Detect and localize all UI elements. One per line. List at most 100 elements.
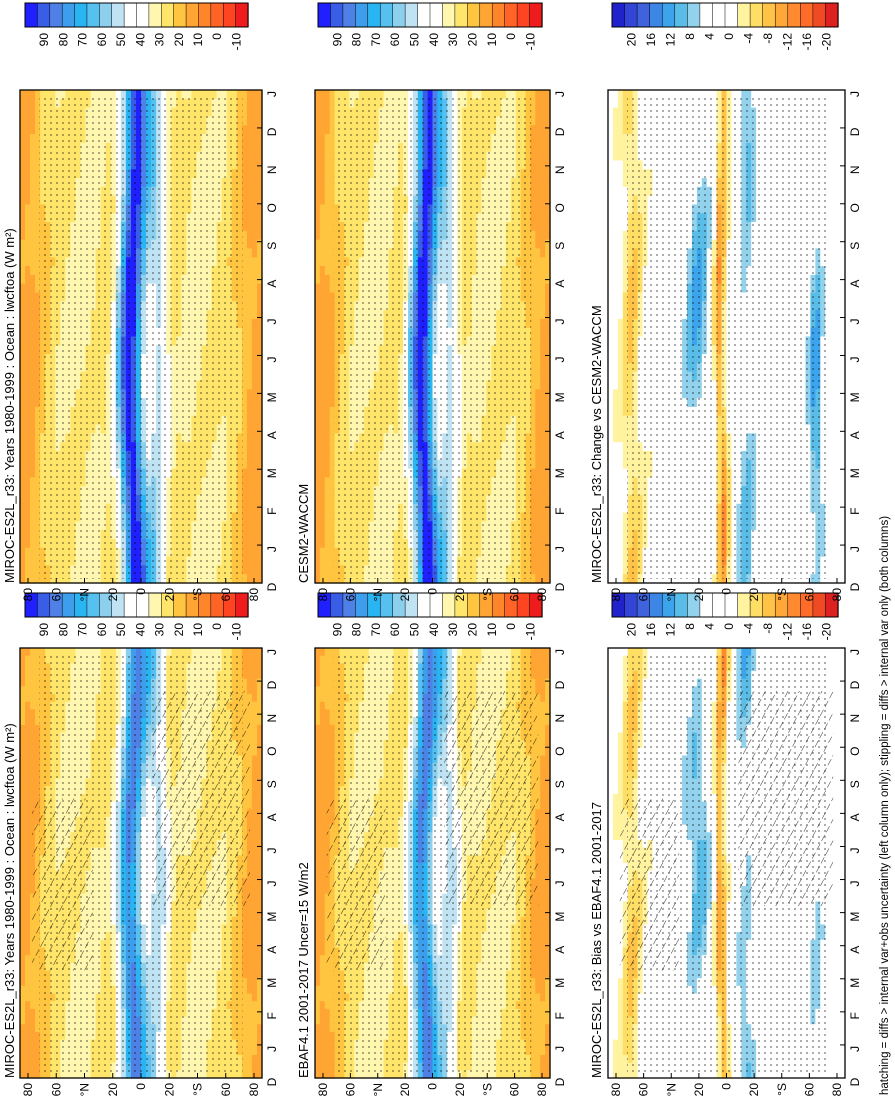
heatmap-cell (251, 686, 258, 695)
heatmap-cell (35, 1008, 41, 1018)
heatmap-cell (30, 1070, 36, 1079)
heatmap-cell (20, 1062, 26, 1071)
heatmap-cell (251, 694, 258, 703)
heatmap-cell (30, 547, 36, 558)
heatmap-cell (251, 993, 258, 1002)
heatmap-cell (251, 916, 258, 926)
heatmap-cell (251, 770, 258, 780)
heatmap-cell (20, 901, 26, 910)
heatmap-cell (251, 855, 258, 864)
heatmap-cell (251, 763, 258, 772)
heatmap-cell (25, 125, 31, 135)
heatmap-cell (20, 1016, 26, 1025)
heatmap-cell (20, 793, 26, 803)
heatmap-cell (256, 962, 263, 972)
heatmap-cell (35, 978, 41, 987)
heatmap-cell (20, 142, 26, 153)
heatmap-cell (25, 204, 31, 214)
heatmap-cell (251, 832, 258, 841)
heatmap-cell (256, 893, 263, 902)
heatmap-cell (20, 671, 26, 680)
heatmap-cell (30, 125, 36, 135)
heatmap-cell (256, 732, 263, 741)
heatmap-cell (30, 1008, 36, 1018)
heatmap-cell (30, 169, 36, 179)
heatmap-cell (75, 1070, 82, 1079)
heatmap-cell (241, 1047, 248, 1056)
colorbar-label: 10 (191, 623, 205, 637)
colorbar-label: 60 (95, 623, 109, 637)
heatmap-cell (25, 512, 31, 522)
heatmap-cell (30, 671, 36, 680)
heatmap-cell (256, 663, 263, 672)
heatmap-cell (251, 740, 258, 749)
heatmap-cell (246, 1039, 253, 1048)
heatmap-cell (20, 415, 26, 426)
heatmap-cell (216, 1070, 223, 1079)
heatmap-cell (30, 213, 36, 223)
heatmap-cell (30, 274, 36, 285)
heatmap-cell (25, 565, 31, 575)
heatmap-cell (251, 970, 258, 979)
heatmap-cell (251, 1047, 258, 1056)
heatmap-cell (25, 151, 31, 162)
y-tick-label: 80 (21, 1083, 35, 1097)
heatmap-cell (20, 970, 26, 979)
heatmap-cell (25, 389, 31, 399)
heatmap-cell (241, 985, 248, 995)
heatmap-cell (246, 985, 253, 995)
heatmap-cell (251, 947, 258, 956)
heatmap-cell (256, 686, 263, 695)
heatmap-cell (30, 477, 36, 487)
heatmap-cell (100, 1070, 107, 1079)
heatmap-cell (256, 1001, 263, 1010)
heatmap-cell (30, 993, 36, 1002)
heatmap-cell (20, 230, 26, 241)
heatmap-cell (30, 538, 36, 549)
heatmap-cell (60, 1070, 66, 1079)
heatmap-cell (256, 655, 263, 664)
heatmap-cell (251, 747, 258, 757)
heatmap-cell (20, 801, 26, 810)
heatmap-cell (30, 398, 36, 408)
x-tick-label: S (265, 780, 279, 788)
heatmap-cell (35, 717, 41, 726)
heatmap-cell (30, 717, 36, 726)
heatmap-cell (20, 1070, 26, 1079)
heatmap-cell (20, 863, 26, 872)
heatmap-cell (25, 486, 31, 496)
heatmap-cell (20, 909, 26, 918)
heatmap-cell (35, 732, 41, 741)
heatmap-cell (251, 671, 258, 680)
heatmap-cell (25, 336, 31, 346)
heatmap-cell (20, 962, 26, 972)
heatmap-cell (20, 648, 26, 657)
heatmap-cell (20, 985, 26, 995)
heatmap-cell (30, 574, 36, 584)
colorbar-label: 40 (133, 623, 147, 637)
heatmap-cell (25, 1008, 31, 1018)
heatmap-cell (256, 778, 263, 787)
heatmap-cell (30, 459, 36, 470)
heatmap-cell (20, 310, 26, 320)
heatmap-cell (241, 924, 248, 933)
heatmap-cell (20, 955, 26, 964)
heatmap-cell (30, 648, 36, 657)
heatmap-cell (120, 1070, 127, 1079)
panel-top-left: MIROC-ES2L_r33: Years 1980-1999 : Ocean … (2, 592, 279, 1097)
heatmap-cell (25, 213, 31, 223)
heatmap-cell (20, 993, 26, 1002)
heatmap-cell (30, 318, 36, 329)
heatmap-cell (25, 283, 31, 294)
heatmap-cell (30, 1054, 36, 1064)
heatmap-cell (20, 547, 26, 558)
heatmap-cell (25, 870, 31, 879)
heatmap-cell (25, 301, 31, 311)
colorbar-label: 50 (114, 623, 128, 637)
heatmap-cell (35, 724, 41, 734)
heatmap-cell (186, 1070, 193, 1079)
heatmap-cell (25, 406, 31, 417)
heatmap-cell (20, 870, 26, 879)
heatmap-cell (20, 327, 26, 338)
heatmap-cell (20, 778, 26, 787)
